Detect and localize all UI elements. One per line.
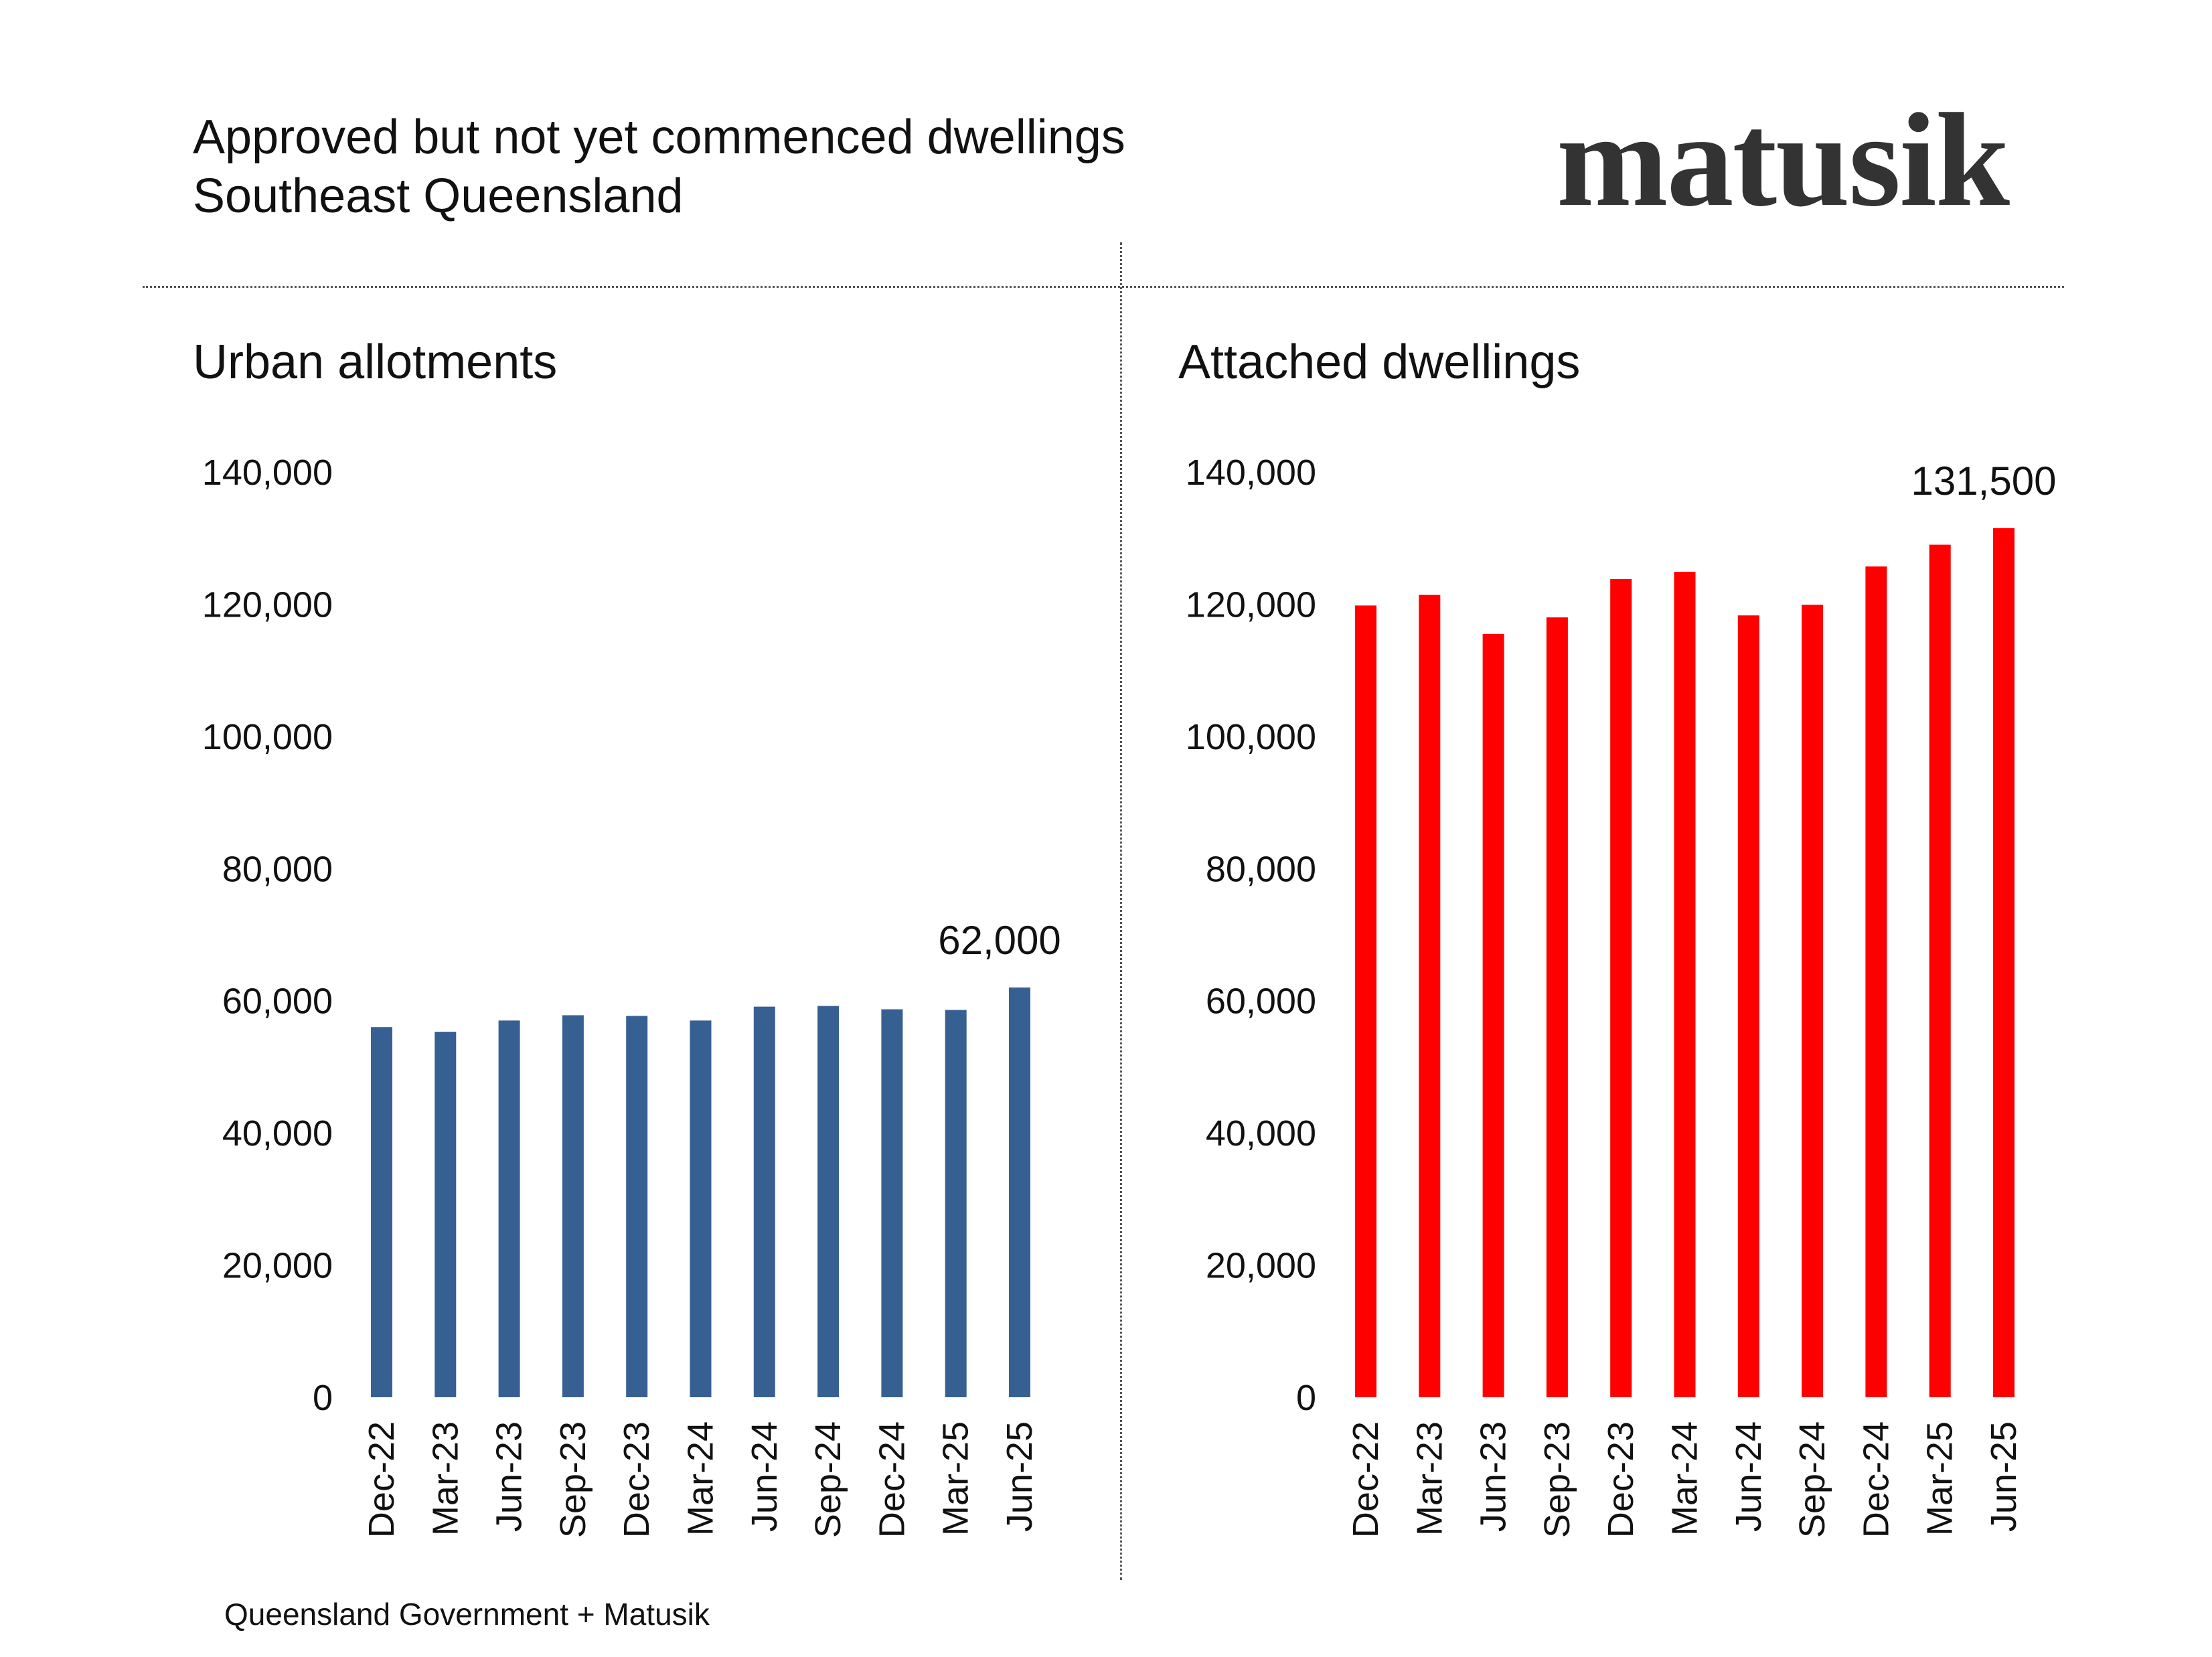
x-tick-label: Dec-22: [362, 1421, 402, 1538]
header-divider: [143, 286, 2064, 288]
bar: [1482, 633, 1504, 1397]
x-tick-label: Sep-24: [808, 1421, 848, 1538]
y-tick-label: 120,000: [1186, 584, 1316, 625]
y-tick-label: 60,000: [222, 981, 333, 1022]
panel-divider: [1120, 242, 1122, 1580]
x-tick-label: Mar-24: [1665, 1421, 1705, 1536]
bar: [1419, 595, 1441, 1397]
x-tick-label: Dec-24: [872, 1421, 912, 1538]
chart-title: Urban allotments: [193, 335, 557, 389]
data-label: 62,000: [938, 918, 1061, 963]
bar: [1802, 605, 1824, 1397]
x-tick-label: Jun-24: [744, 1421, 785, 1532]
bar: [881, 1009, 903, 1397]
y-tick-label: 40,000: [222, 1113, 333, 1154]
bar: [1865, 566, 1887, 1398]
x-tick-label: Jun-25: [1984, 1421, 2024, 1532]
bar: [626, 1016, 648, 1397]
bar: [753, 1006, 775, 1397]
bar: [1993, 528, 2014, 1397]
y-tick-label: 80,000: [1206, 849, 1316, 889]
y-tick-label: 40,000: [1206, 1113, 1316, 1154]
y-tick-label: 20,000: [1206, 1246, 1316, 1286]
y-tick-label: 100,000: [202, 717, 333, 757]
page-title: Approved but not yet commenced dwellings: [193, 110, 1125, 164]
bar: [371, 1027, 392, 1397]
x-tick-label: Mar-23: [425, 1421, 465, 1536]
y-tick-label: 20,000: [222, 1246, 333, 1286]
y-tick-label: 80,000: [222, 849, 333, 889]
source-note: Queensland Government + Matusik: [224, 1597, 710, 1632]
chart-title: Attached dwellings: [1178, 335, 1580, 389]
x-tick-label: Dec-23: [1601, 1421, 1641, 1538]
page-subtitle: Southeast Queensland: [193, 169, 684, 223]
x-tick-label: Sep-23: [1537, 1421, 1577, 1538]
bar: [1737, 615, 1759, 1398]
y-tick-label: 120,000: [202, 584, 333, 625]
x-tick-label: Jun-24: [1729, 1421, 1769, 1532]
y-tick-label: 140,000: [1186, 453, 1316, 493]
bar: [434, 1032, 457, 1397]
data-label: 131,500: [1911, 459, 2057, 503]
x-tick-label: Jun-23: [489, 1421, 530, 1532]
bar: [1009, 987, 1030, 1397]
y-tick-label: 60,000: [1206, 981, 1316, 1022]
brand-logo: matusik: [1556, 86, 2010, 234]
x-tick-label: Mar-24: [681, 1421, 721, 1536]
bar: [1929, 544, 1951, 1397]
y-tick-label: 100,000: [1186, 717, 1316, 757]
bar: [817, 1006, 840, 1397]
bar: [690, 1020, 712, 1397]
x-tick-label: Dec-23: [617, 1421, 657, 1538]
bar: [1674, 572, 1696, 1397]
bar: [562, 1015, 584, 1397]
x-tick-label: Dec-24: [1856, 1421, 1896, 1538]
x-tick-label: Jun-23: [1474, 1421, 1514, 1532]
bar: [1355, 605, 1376, 1397]
x-tick-label: Dec-22: [1346, 1421, 1386, 1538]
x-tick-label: Sep-23: [553, 1421, 593, 1538]
bar: [1610, 578, 1632, 1397]
x-tick-label: Mar-25: [1920, 1421, 1960, 1536]
bar: [1546, 617, 1568, 1398]
x-tick-label: Sep-24: [1792, 1421, 1832, 1538]
y-tick-label: 140,000: [202, 453, 333, 493]
bar: [498, 1020, 520, 1397]
x-tick-label: Mar-25: [936, 1421, 976, 1536]
bar: [945, 1010, 967, 1397]
x-tick-label: Mar-23: [1409, 1421, 1449, 1536]
y-tick-label: 0: [313, 1378, 333, 1418]
y-tick-label: 0: [1296, 1378, 1316, 1418]
x-tick-label: Jun-25: [1000, 1421, 1040, 1532]
